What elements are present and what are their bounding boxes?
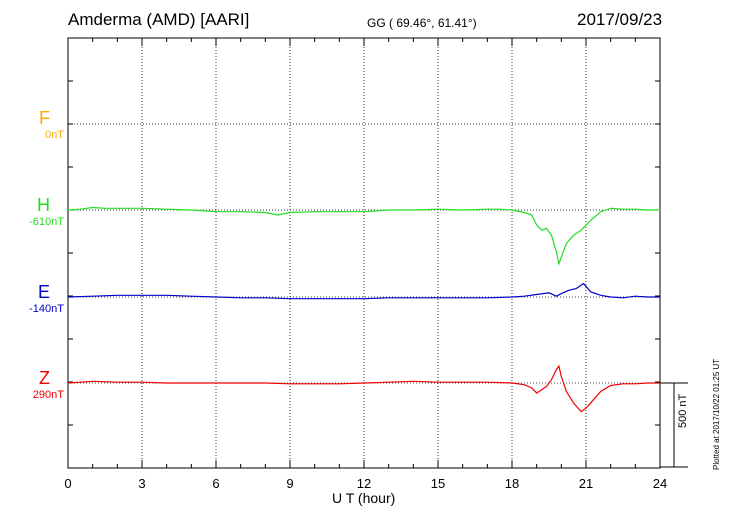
geographic-coordinates: GG ( 69.46°, 61.41°) [367,16,477,30]
component-baseline-e: -140nT [29,303,64,315]
x-tick-label: 6 [212,476,220,491]
x-tick-label: 3 [138,476,146,491]
component-baseline-z: 290nT [32,389,64,401]
x-tick-label: 21 [578,476,594,491]
station-title: Amderma (AMD) [AARI] [68,10,250,29]
x-tick-label: 9 [286,476,294,491]
plot-frame [67,37,661,469]
series-line-z [67,364,660,413]
series-line-h [67,206,660,267]
x-tick-label: 24 [652,476,668,491]
component-letter-f: F [39,108,50,128]
component-letter-h: H [37,195,50,215]
x-tick-label: 12 [356,476,372,491]
component-label-z: Z 290nT [4,368,64,402]
x-tick-label: 0 [64,476,72,491]
plotted-timestamp: Plotted at 2017/10/22 01:25 UT [712,358,721,470]
component-baseline-h: -610nT [29,216,64,228]
x-axis-label: U T (hour) [332,490,396,506]
component-label-h: H -610nT [4,195,64,229]
x-tick-label: 15 [430,476,446,491]
chart-date: 2017/09/23 [577,10,663,29]
component-letter-e: E [37,282,50,302]
component-letter-z: Z [39,368,50,388]
component-baseline-f: 0nT [45,129,64,141]
component-label-e: E -140nT [4,282,64,316]
component-label-f: F 0nT [4,108,64,142]
scale-bar-label: 500 nT [677,393,689,428]
x-tick-label: 18 [504,476,520,491]
series-line-e [67,282,660,300]
